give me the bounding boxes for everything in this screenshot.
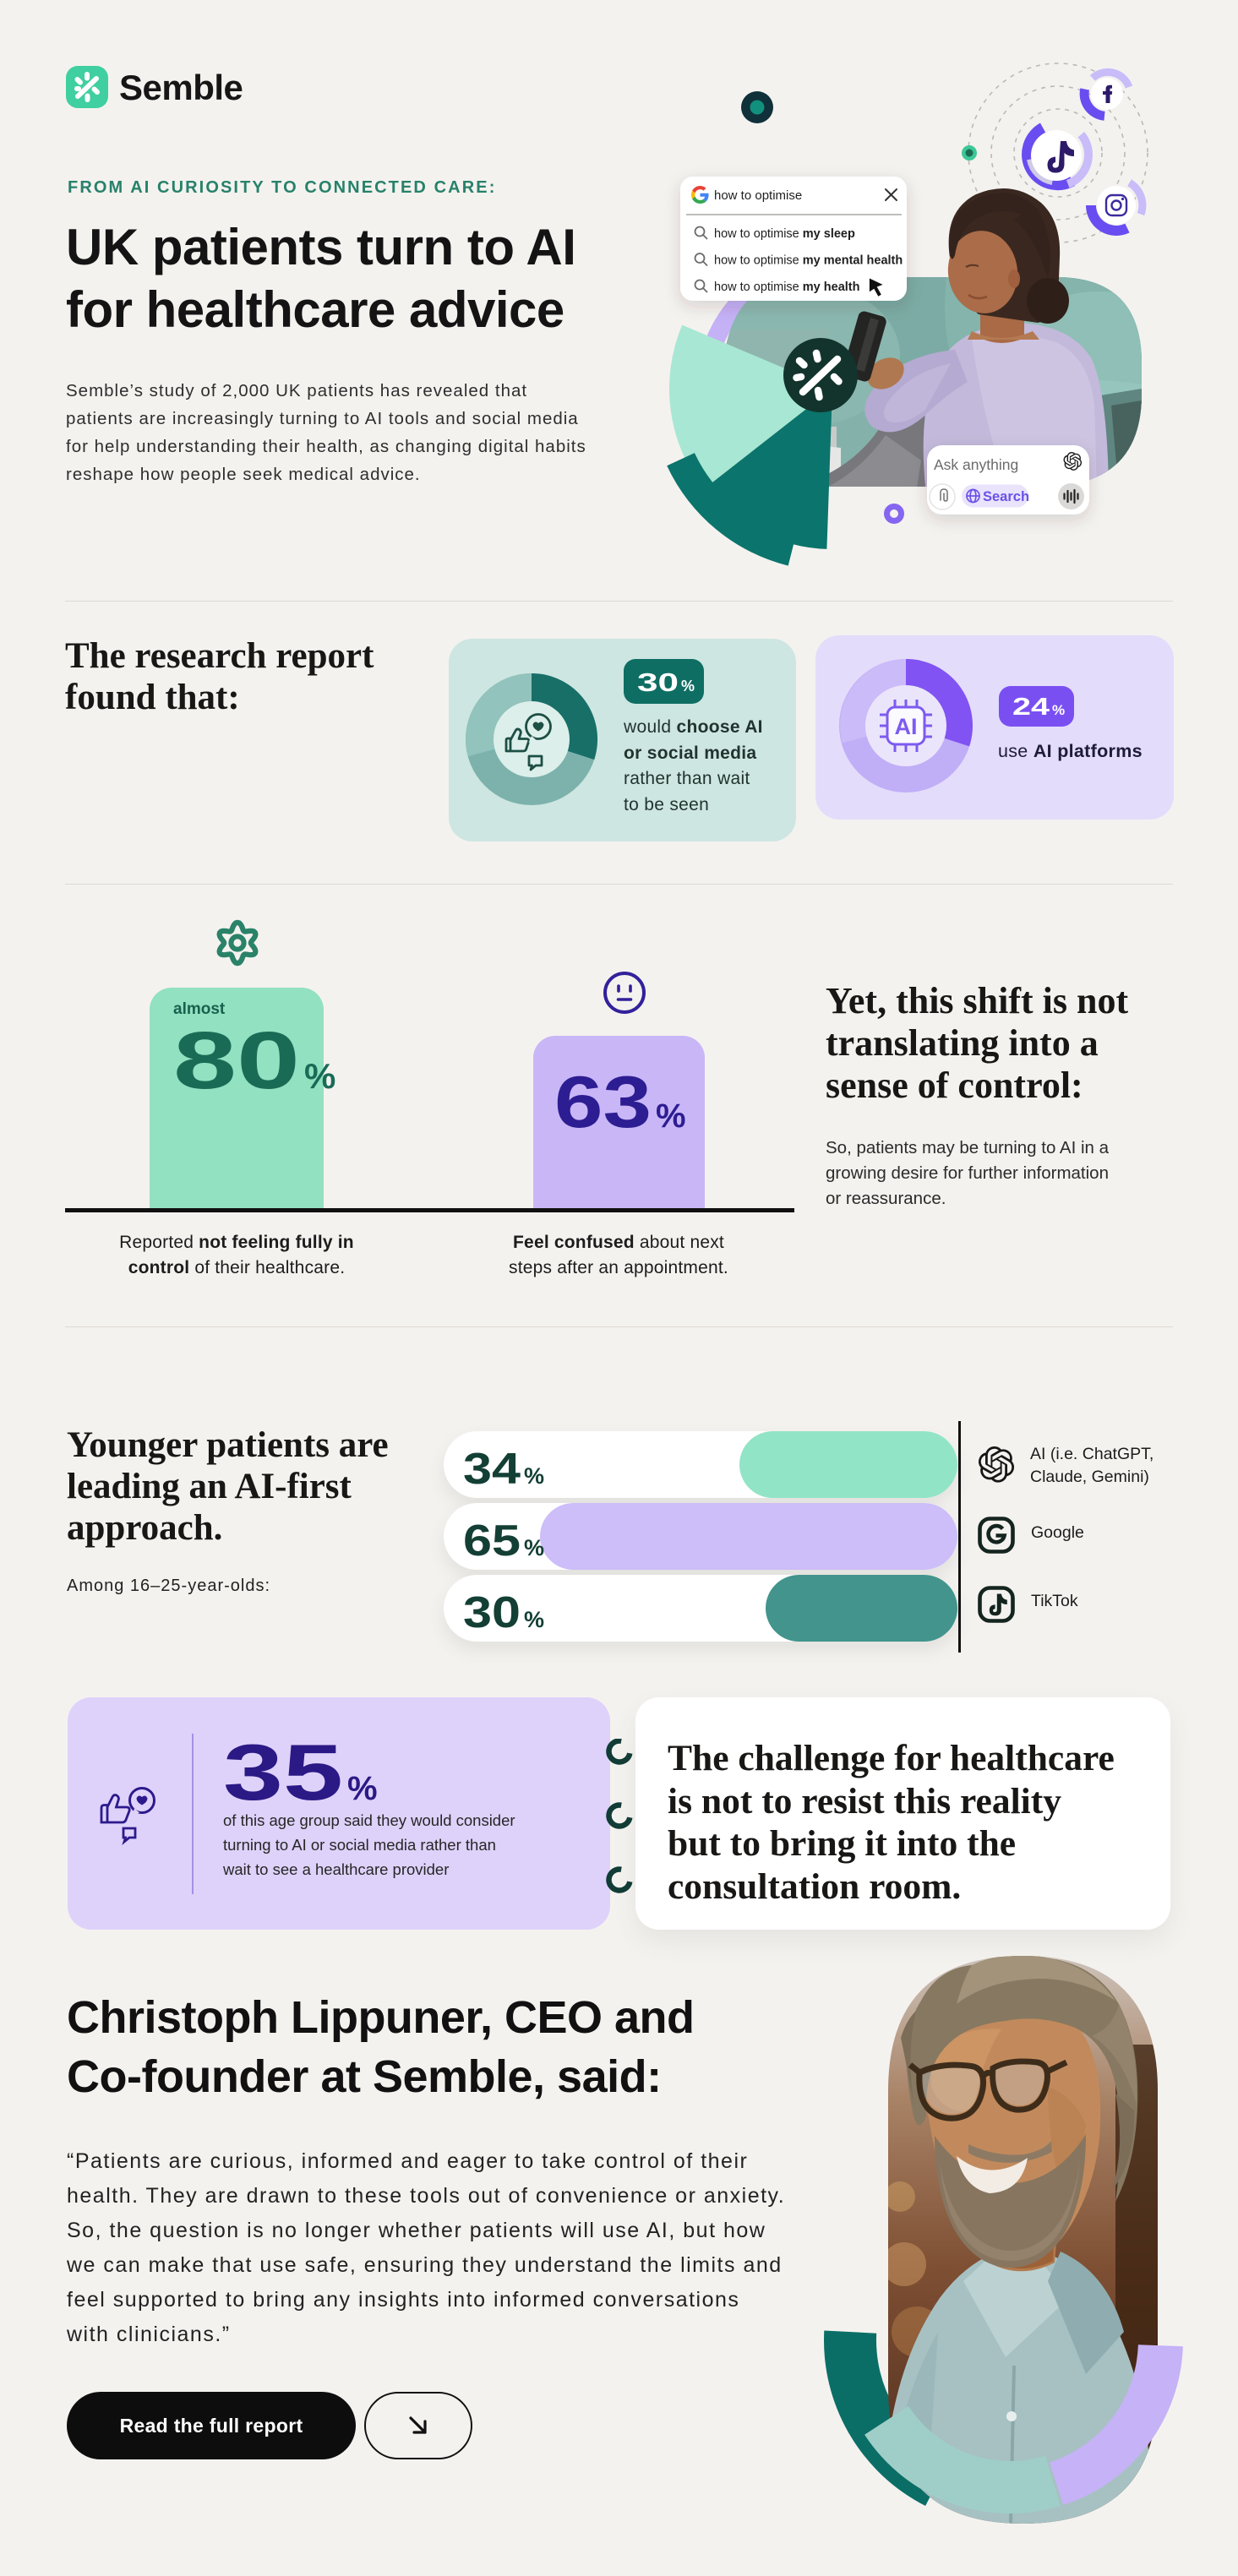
svg-text:30: 30 (637, 667, 679, 697)
svg-text:how to optimise: how to optimise (714, 188, 802, 203)
svg-text:%: % (304, 1056, 335, 1094)
svg-text:AI: AI (895, 714, 918, 739)
svg-text:%: % (524, 1535, 544, 1559)
svg-text:Ask anything: Ask anything (934, 456, 1018, 473)
svg-text:24: 24 (1012, 694, 1050, 721)
svg-text:63: 63 (554, 1062, 652, 1133)
svg-text:80: 80 (173, 1022, 300, 1094)
svg-text:65: 65 (463, 1517, 521, 1559)
svg-text:30: 30 (463, 1588, 521, 1631)
svg-text:%: % (656, 1097, 686, 1133)
svg-text:%: % (524, 1607, 544, 1631)
svg-text:%: % (524, 1463, 544, 1487)
svg-text:how to optimise my mental heal: how to optimise my mental health (714, 254, 903, 268)
svg-text:35: 35 (223, 1734, 343, 1805)
svg-text:34: 34 (463, 1445, 521, 1487)
svg-text:Search: Search (983, 489, 1029, 504)
svg-text:how to optimise my sleep: how to optimise my sleep (714, 227, 855, 241)
svg-text:how to optimise my health: how to optimise my health (714, 280, 859, 294)
svg-text:%: % (681, 678, 695, 694)
svg-text:%: % (347, 1770, 378, 1805)
svg-text:%: % (1052, 702, 1065, 718)
